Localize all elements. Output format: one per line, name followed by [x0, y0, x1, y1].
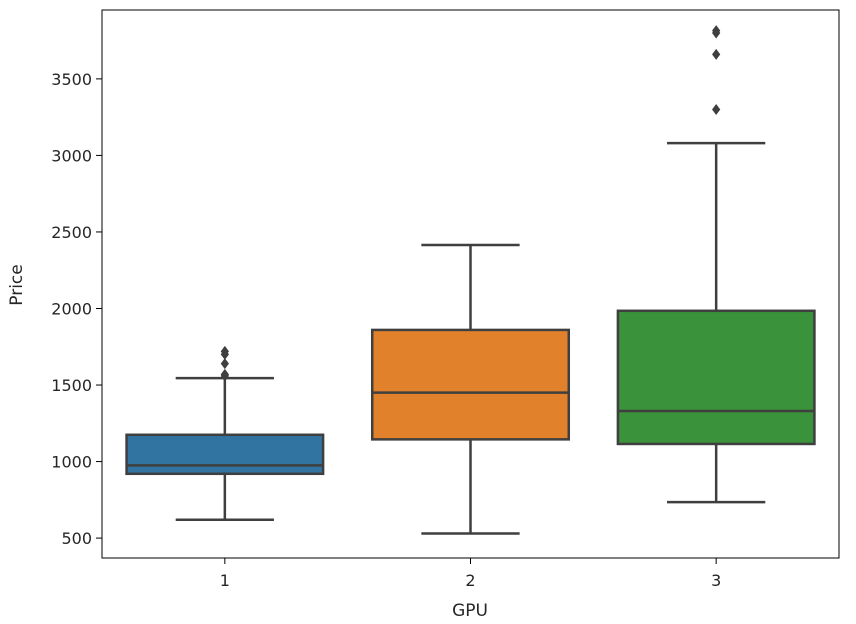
y-tick-label: 2500 [51, 223, 92, 242]
x-axis-title: GPU [452, 601, 488, 621]
y-tick-label: 3500 [51, 70, 92, 89]
y-tick-label: 2000 [51, 299, 92, 318]
outlier-point [220, 368, 229, 380]
y-axis: 500 1000 1500 2000 2500 3000 3500 [51, 70, 102, 548]
y-axis-title: Price [7, 264, 27, 305]
outlier-point [712, 103, 721, 115]
iqr-box [125, 433, 325, 476]
x-tick-label: 2 [465, 571, 475, 590]
x-axis: 1 2 3 [220, 558, 721, 590]
y-tick-label: 1000 [51, 453, 92, 472]
iqr-box [616, 309, 816, 446]
outlier-point [220, 345, 229, 357]
box-group [370, 243, 571, 535]
outlier-point [220, 358, 229, 370]
x-tick-label: 1 [220, 571, 230, 590]
x-tick-label: 3 [711, 571, 721, 590]
outlier-point [712, 25, 721, 37]
outlier-point [712, 48, 721, 60]
y-tick-label: 1500 [51, 376, 92, 395]
y-tick-label: 3000 [51, 146, 92, 165]
iqr-box [370, 328, 571, 441]
boxes-layer [125, 25, 816, 535]
box-group [125, 345, 325, 521]
y-tick-label: 500 [61, 529, 92, 548]
box-group [616, 25, 816, 504]
